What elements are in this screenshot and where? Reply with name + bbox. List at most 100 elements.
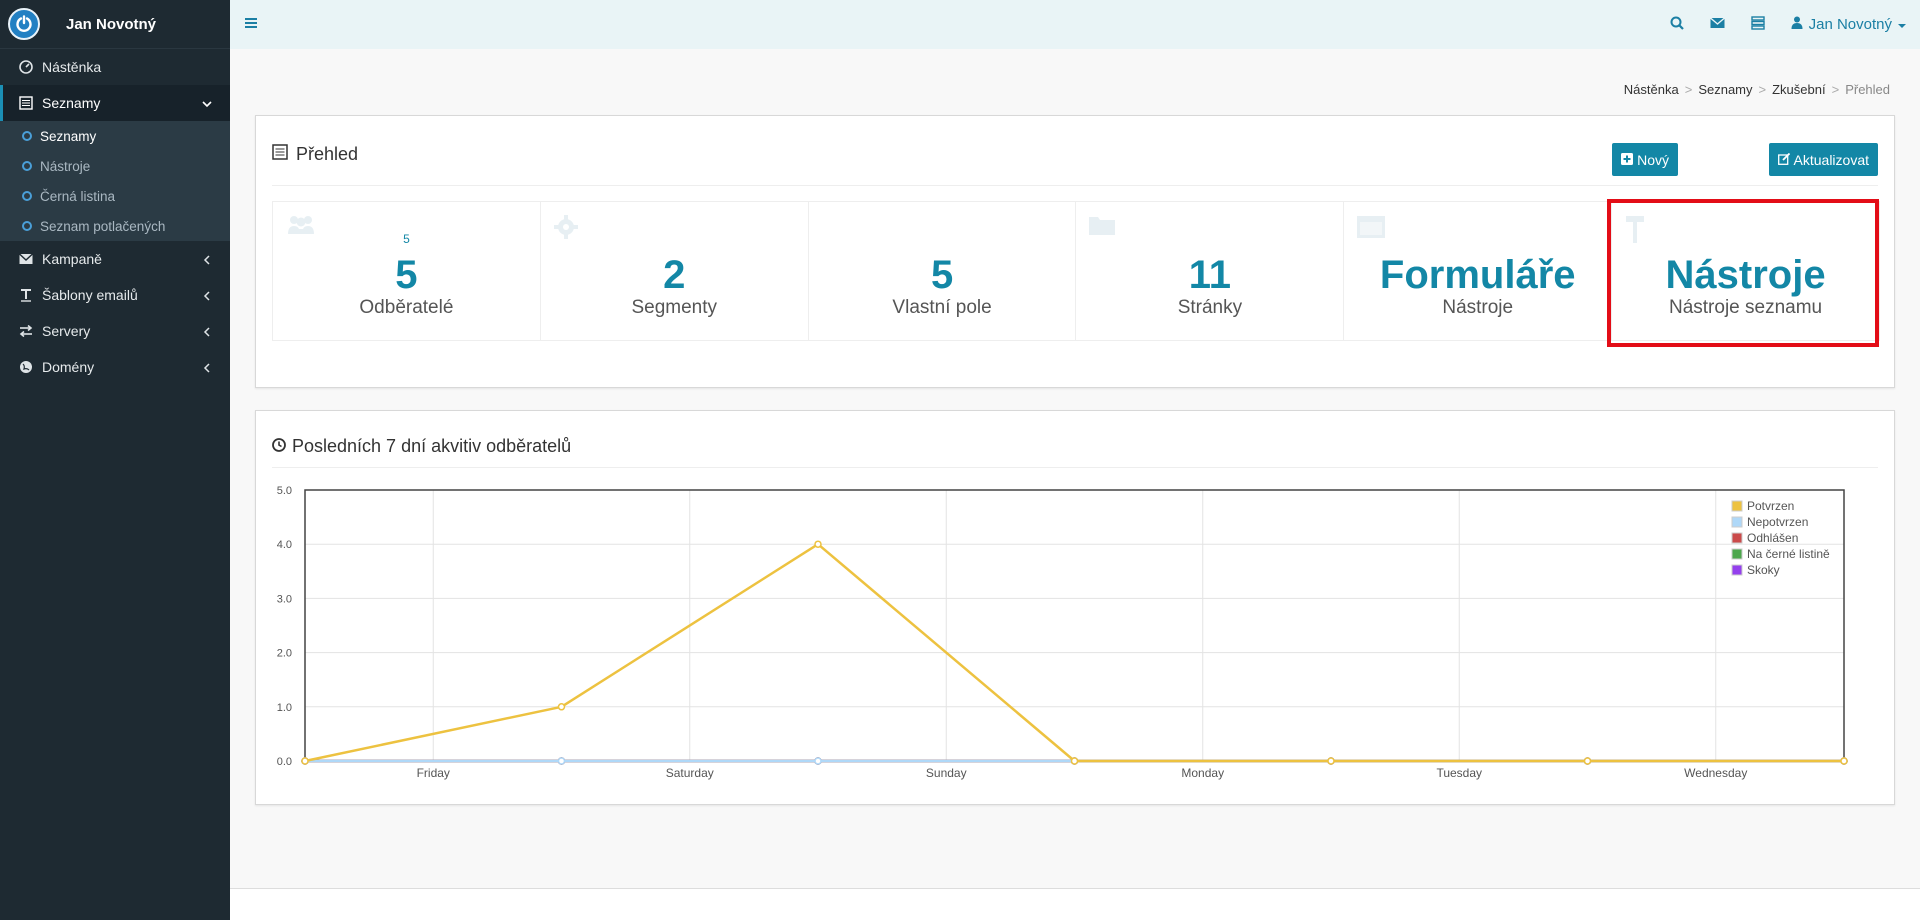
x-tick-label: Saturday — [666, 766, 714, 780]
clock-icon — [272, 436, 286, 457]
brand[interactable]: Jan Novotný — [0, 0, 230, 49]
data-point — [814, 757, 822, 765]
exchange-icon — [18, 323, 34, 339]
x-tick-label: Tuesday — [1436, 766, 1482, 780]
subnav-item-tools[interactable]: Nástroje — [0, 151, 230, 181]
stat-label: Segmenty — [631, 297, 718, 318]
data-point — [1840, 757, 1848, 765]
legend-swatch — [1731, 548, 1743, 560]
stat-segments[interactable]: 2 Segmenty — [541, 202, 809, 340]
breadcrumb-current: Přehled — [1845, 82, 1890, 97]
envelope-icon[interactable] — [1709, 16, 1725, 33]
sidebar: Jan Novotný Nástěnka Seznamy Seznamy Nás… — [0, 0, 230, 920]
circle-icon — [22, 161, 32, 171]
chevron-left-icon — [202, 324, 212, 340]
legend-label: Na černé listině — [1747, 547, 1830, 561]
topbar-actions: Jan Novotný — [1670, 0, 1906, 49]
gear-icon — [553, 214, 579, 245]
stat-forms[interactable]: Formuláře Nástroje — [1344, 202, 1613, 340]
sidebar-item-label: Nástěnka — [42, 59, 102, 75]
breadcrumb-separator: > — [1684, 82, 1693, 97]
chevron-left-icon — [202, 288, 212, 304]
x-tick-label: Wednesday — [1684, 766, 1747, 780]
overview-panel: Přehled Nový Aktualizovat 5 5 Odběratelé… — [255, 115, 1895, 388]
new-button[interactable]: Nový — [1612, 143, 1678, 176]
chevron-left-icon — [202, 360, 212, 376]
brand-name: Jan Novotný — [66, 15, 157, 33]
circle-icon — [22, 191, 32, 201]
breadcrumb-item[interactable]: Seznamy — [1698, 82, 1753, 97]
x-tick-label: Sunday — [926, 766, 967, 780]
sidebar-item-templates[interactable]: Šablony emailů — [0, 277, 230, 313]
breadcrumb-separator: > — [1831, 82, 1840, 97]
globe-icon — [18, 359, 34, 375]
legend-swatch — [1731, 564, 1743, 576]
chevron-down-icon — [202, 96, 212, 112]
subnav-item-lists[interactable]: Seznamy — [0, 121, 230, 151]
overview-title-text: Přehled — [296, 144, 359, 164]
stat-tools[interactable]: Nástroje Nástroje seznamu — [1612, 202, 1879, 340]
y-tick-label: 2.0 — [277, 648, 292, 660]
topbar: Jan Novotný — [230, 0, 1920, 49]
data-point — [557, 757, 566, 765]
stat-label: Nástroje seznamu — [1668, 297, 1823, 318]
sidebar-item-dashboard[interactable]: Nástěnka — [0, 49, 230, 85]
circle-icon — [22, 221, 32, 231]
sidebar-item-domains[interactable]: Domény — [0, 349, 230, 385]
y-tick-label: 3.0 — [277, 593, 292, 605]
highlight-annotation — [1607, 199, 1879, 347]
stat-label: Nástroje — [1442, 297, 1514, 318]
tasks-icon[interactable] — [1750, 15, 1765, 34]
stat-value: 11 — [1188, 253, 1232, 297]
window-icon — [1356, 214, 1388, 245]
stat-label: Stránky — [1177, 297, 1243, 318]
stat-value: 2 — [663, 253, 686, 297]
stat-label: Odběratelé — [359, 297, 454, 318]
sidebar-item-servers[interactable]: Servery — [0, 313, 230, 349]
breadcrumb-item[interactable]: Zkušební — [1772, 82, 1826, 97]
x-tick-label: Monday — [1181, 766, 1224, 780]
breadcrumb-item[interactable]: Nástěnka — [1623, 82, 1679, 97]
menu-toggle-icon[interactable] — [244, 16, 258, 34]
breadcrumb-separator: > — [1758, 82, 1767, 97]
y-tick-label: 0.0 — [277, 756, 292, 768]
stat-custom-fields[interactable]: 5 Vlastní pole — [809, 202, 1077, 340]
data-point — [1070, 757, 1079, 765]
user-menu[interactable]: Jan Novotný — [1791, 16, 1906, 33]
plot-border — [304, 489, 1845, 762]
search-icon[interactable] — [1670, 16, 1684, 34]
activity-line-chart: 0.0 1.0 2.0 3.0 4.0 5.0 Friday Saturday Sunday Mo… — [277, 485, 1848, 780]
sidebar-item-label: Seznamy — [42, 95, 101, 111]
subnav-item-blacklist[interactable]: Černá listina — [0, 181, 230, 211]
stat-value: Nástroje — [1665, 253, 1826, 297]
dashboard-icon — [18, 59, 34, 75]
legend-swatch — [1731, 532, 1743, 544]
user-icon — [1791, 16, 1803, 33]
y-tick-label: 5.0 — [277, 485, 292, 497]
sidebar-item-campaigns[interactable]: Kampaně — [0, 241, 230, 277]
data-point — [1583, 757, 1592, 765]
chevron-left-icon — [202, 252, 212, 268]
stat-label: Vlastní pole — [892, 297, 992, 318]
y-tick-label: 1.0 — [277, 702, 292, 714]
stat-value: 5 — [930, 253, 954, 297]
envelope-icon — [18, 251, 34, 267]
user-name: Jan Novotný — [1808, 16, 1892, 33]
update-button[interactable]: Aktualizovat — [1768, 143, 1878, 176]
users-icon — [285, 214, 317, 241]
subnav-label: Seznam potlačených — [40, 218, 166, 234]
sidebar-nav: Nástěnka Seznamy Seznamy Nástroje Černá … — [0, 49, 230, 385]
legend-label: Odhlášen — [1747, 531, 1798, 545]
sidebar-item-label: Domény — [42, 359, 95, 375]
hammer-icon — [1624, 214, 1650, 249]
activity-chart-panel: Posledních 7 dní akvitiv odběratelů 0.0 1… — [255, 410, 1895, 805]
sidebar-item-lists[interactable]: Seznamy — [0, 85, 230, 121]
list-icon — [18, 95, 34, 111]
data-point — [301, 757, 309, 765]
footer — [230, 888, 1920, 920]
text-icon — [18, 287, 34, 303]
folder-icon — [1088, 214, 1116, 241]
stat-subscribers[interactable]: 5 5 Odběratelé — [273, 202, 541, 340]
stat-pages[interactable]: 11 Stránky — [1076, 202, 1345, 340]
subnav-item-suppressed[interactable]: Seznam potlačených — [0, 211, 230, 241]
